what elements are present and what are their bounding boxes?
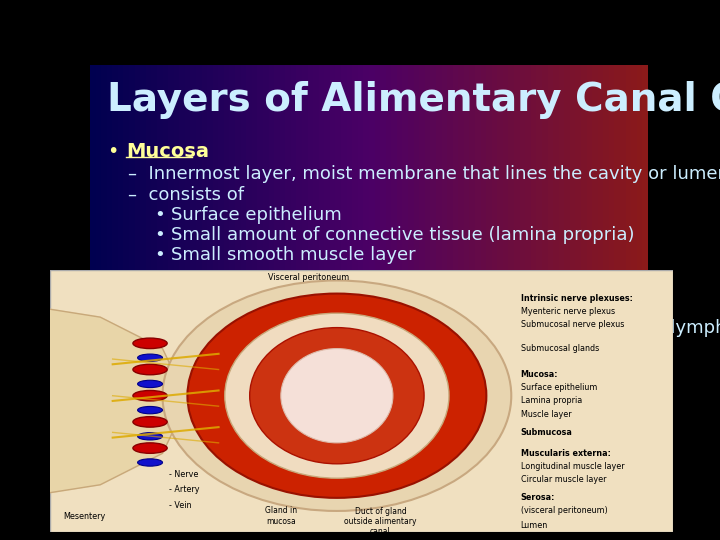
Text: Small amount of connective tissue (lamina propria): Small amount of connective tissue (lamin…: [171, 226, 634, 244]
Text: •: •: [107, 141, 118, 161]
Ellipse shape: [138, 407, 163, 414]
Text: Mucosa:: Mucosa:: [521, 370, 558, 379]
Polygon shape: [50, 309, 187, 492]
Ellipse shape: [133, 443, 167, 454]
Ellipse shape: [133, 364, 167, 375]
Text: Gland in
mucosa: Gland in mucosa: [265, 507, 297, 526]
Ellipse shape: [133, 338, 167, 349]
Text: Submucosal nerve plexus: Submucosal nerve plexus: [521, 321, 624, 329]
Text: –  Soft connective tissue with blood vessels, nerve endings, lymph nodules,: – Soft connective tissue with blood vess…: [128, 319, 720, 337]
Text: Longitudinal muscle layer: Longitudinal muscle layer: [521, 462, 624, 471]
Text: - Nerve: - Nerve: [168, 470, 198, 479]
Ellipse shape: [225, 313, 449, 478]
Text: Myenteric nerve plexus: Myenteric nerve plexus: [521, 307, 615, 316]
Text: •: •: [154, 206, 165, 224]
Text: Submucosal glands: Submucosal glands: [521, 344, 599, 353]
Ellipse shape: [138, 380, 163, 388]
Text: Surface epithelium: Surface epithelium: [171, 206, 342, 224]
Text: –  Innermost layer, moist membrane that lines the cavity or lumen of the organ: – Innermost layer, moist membrane that l…: [128, 165, 720, 183]
Text: (visceral peritoneum): (visceral peritoneum): [521, 507, 608, 516]
Text: Circular muscle layer: Circular muscle layer: [521, 475, 606, 484]
Text: Submucosa: Submucosa: [521, 428, 572, 437]
Text: - Artery: - Artery: [168, 485, 199, 495]
Text: - Vein: - Vein: [168, 501, 192, 510]
Text: Visceral peritoneum: Visceral peritoneum: [269, 273, 350, 282]
Text: –  Just beneath the mucosa: – Just beneath the mucosa: [128, 297, 373, 315]
Text: •: •: [107, 274, 118, 293]
Text: Lymph nodule: Lymph nodule: [521, 532, 577, 540]
Text: Lumen: Lumen: [521, 521, 548, 530]
Text: Layers of Alimentary Canal Organs: Layers of Alimentary Canal Organs: [107, 82, 720, 119]
Text: •: •: [154, 246, 165, 264]
Text: •: •: [154, 226, 165, 244]
Ellipse shape: [138, 459, 163, 466]
Text: Mesentery: Mesentery: [63, 512, 105, 521]
Text: Intrinsic nerve plexuses:: Intrinsic nerve plexuses:: [521, 294, 632, 303]
Ellipse shape: [281, 349, 393, 443]
Ellipse shape: [250, 328, 424, 464]
Ellipse shape: [133, 390, 167, 401]
Text: Muscularis externa:: Muscularis externa:: [521, 449, 611, 458]
Ellipse shape: [133, 417, 167, 427]
Text: Surface epithelium: Surface epithelium: [521, 383, 597, 393]
Text: Serosa:: Serosa:: [521, 494, 555, 502]
Text: Duct of gland
outside alimentary
canal: Duct of gland outside alimentary canal: [344, 507, 417, 536]
Ellipse shape: [138, 433, 163, 440]
Ellipse shape: [187, 294, 487, 498]
Text: Lamina propria: Lamina propria: [521, 396, 582, 406]
Ellipse shape: [138, 354, 163, 361]
Text: lymphatic vessels: lymphatic vessels: [143, 338, 333, 355]
Text: Submucosa: Submucosa: [126, 274, 252, 293]
Text: Mucosa: Mucosa: [126, 141, 210, 161]
Text: –  consists of: – consists of: [128, 186, 244, 204]
Text: Muscle layer: Muscle layer: [521, 409, 571, 418]
Ellipse shape: [163, 280, 511, 511]
Text: Small smooth muscle layer: Small smooth muscle layer: [171, 246, 415, 264]
